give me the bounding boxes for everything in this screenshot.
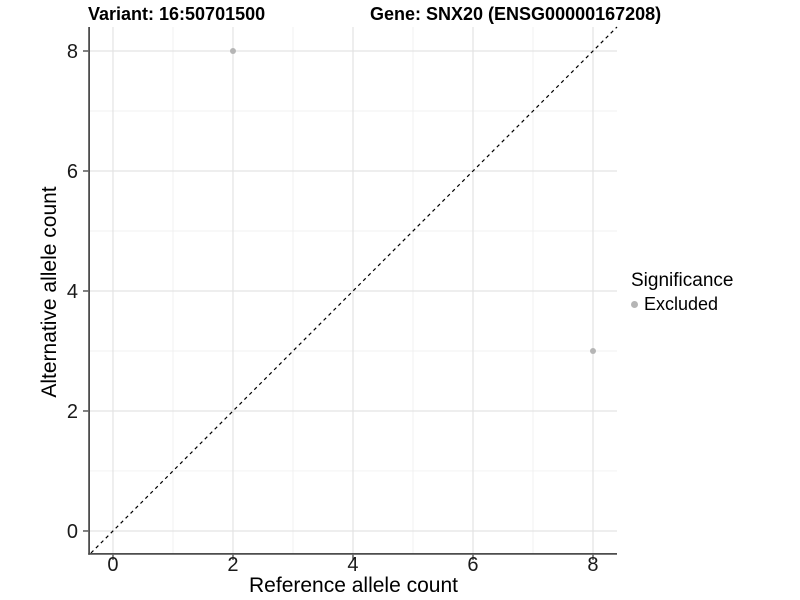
y-tick-label: 2 (67, 401, 78, 423)
data-point (589, 347, 596, 354)
gene-title: Gene: SNX20 (ENSG00000167208) (370, 4, 662, 24)
data-point (229, 47, 236, 54)
identity-dashed-line (90, 26, 618, 554)
legend: Significance Excluded (631, 270, 733, 314)
y-tick-label: 0 (67, 521, 78, 543)
y-axis-title: Alternative allele count (38, 186, 61, 398)
x-axis-title: Reference allele count (249, 574, 458, 597)
y-tick-label: 8 (67, 41, 78, 63)
legend-item-label: Excluded (644, 294, 719, 314)
x-tick-label: 0 (107, 554, 118, 576)
x-tick-label: 6 (467, 554, 478, 576)
legend-item-excluded: Excluded (631, 294, 733, 314)
y-tick-label: 4 (67, 281, 78, 303)
y-tick-label: 6 (67, 161, 78, 183)
excluded-point-swatch (631, 300, 638, 308)
variant-title: Variant: 16:50701500 (88, 4, 266, 24)
x-tick-label: 4 (347, 554, 358, 576)
x-tick-label: 2 (227, 554, 238, 576)
x-tick-label: 8 (587, 554, 598, 576)
legend-title: Significance (631, 270, 734, 291)
